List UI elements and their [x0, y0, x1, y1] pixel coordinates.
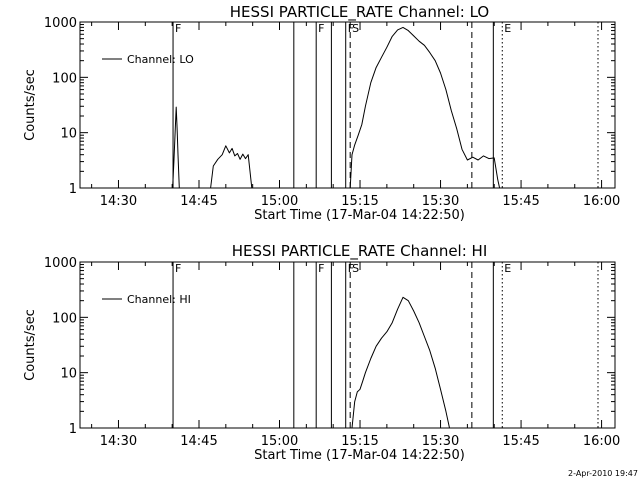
x-tick-label: 14:30: [100, 194, 137, 209]
series-line: [351, 296, 450, 429]
x-tick-label: 15:30: [422, 434, 459, 449]
event-marker-label: F: [348, 22, 354, 35]
x-tick-label: 14:30: [100, 434, 137, 449]
chart-title: HESSI PARTICLE_RATE Channel: HI: [232, 242, 488, 261]
y-tick-label: 100: [52, 71, 77, 86]
plot-frame: [79, 261, 616, 429]
y-axis-label: Counts/sec: [23, 69, 38, 141]
event-marker-label: E: [504, 22, 511, 35]
event-marker-label: F: [348, 262, 354, 275]
event-marker-label: F: [175, 22, 181, 35]
plot-frame: [79, 21, 616, 189]
x-tick-label: 15:00: [261, 194, 298, 209]
x-tick-label: 15:45: [502, 194, 539, 209]
hi-channel-panel: HESSI PARTICLE_RATE Channel: HI 14:30 14:4…: [23, 242, 620, 463]
y-tick-label: 1000: [44, 16, 77, 31]
y-tick-label: 10: [60, 367, 77, 382]
y-tick-label: 1000: [44, 256, 77, 271]
x-tick-label: 16:00: [583, 434, 620, 449]
x-tick-label: 16:00: [583, 194, 620, 209]
event-marker-label: F: [318, 262, 324, 275]
legend-label: Channel: LO: [127, 53, 194, 66]
date-stamp: 2-Apr-2010 19:47: [568, 469, 638, 478]
event-marker-label: S: [352, 262, 359, 275]
x-tick-label: 15:00: [261, 434, 298, 449]
y-tick-label: 10: [60, 127, 77, 142]
y-tick-label: 1: [69, 182, 77, 197]
x-tick-label: 15:45: [502, 434, 539, 449]
y-axis-label: Counts/sec: [23, 309, 38, 381]
chart-title: HESSI PARTICLE_RATE Channel: LO: [230, 3, 489, 22]
x-axis-label: Start Time (17-Mar-04 14:22:50): [254, 208, 465, 223]
series-line: [172, 26, 501, 189]
legend-label: Channel: HI: [127, 293, 191, 306]
event-marker-label: F: [318, 22, 324, 35]
event-marker-label: E: [504, 262, 511, 275]
x-tick-label: 14:45: [180, 434, 217, 449]
x-tick-label: 15:15: [341, 194, 378, 209]
y-tick-label: 100: [52, 311, 77, 326]
x-tick-label: 15:30: [422, 194, 459, 209]
event-marker-label: S: [352, 22, 359, 35]
x-tick-label: 14:45: [180, 194, 217, 209]
x-axis-label: Start Time (17-Mar-04 14:22:50): [254, 448, 465, 463]
event-marker-label: F: [175, 262, 181, 275]
x-tick-label: 15:15: [341, 434, 378, 449]
lo-channel-panel: HESSI PARTICLE_RATE Channel: LO 14:30 14:4…: [23, 3, 620, 223]
y-tick-label: 1: [69, 422, 77, 437]
